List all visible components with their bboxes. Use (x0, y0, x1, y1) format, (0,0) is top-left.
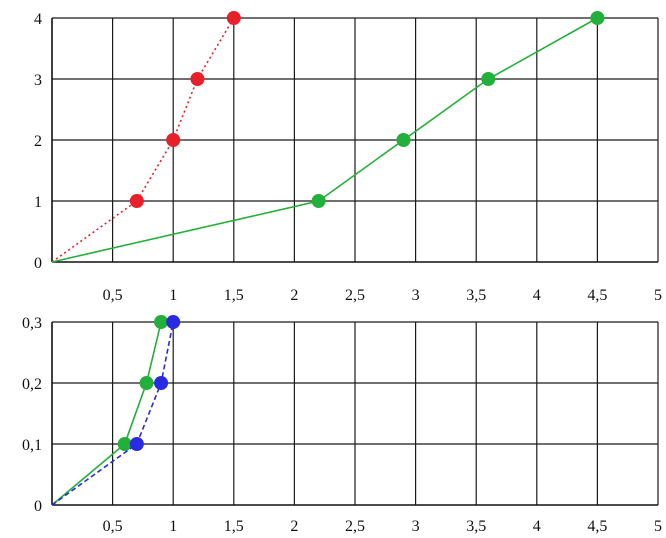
data-point (129, 194, 144, 208)
x-tick-label: 4,5 (587, 518, 607, 535)
y-tick-label: 2 (34, 133, 42, 150)
x-tick-label: 0,5 (103, 518, 123, 535)
x-tick-label: 4 (533, 518, 541, 535)
x-tick-label: 3 (412, 518, 420, 535)
y-tick-label: 4 (34, 11, 42, 28)
y-tick-label: 3 (34, 72, 42, 89)
upper-chart: 0,5 1 1,5 2 2,5 3 3,5 4 4,5 5 0 1 2 3 4 (34, 11, 662, 304)
series-line-2 (51, 321, 174, 506)
data-point (166, 133, 181, 147)
series-line-1 (51, 321, 162, 506)
x-tick-label: 2 (290, 287, 298, 304)
x-tick-label: 2,5 (345, 287, 365, 304)
data-point (396, 133, 411, 147)
data-point (190, 72, 205, 86)
y-tick-label: 1 (34, 194, 42, 211)
data-point (154, 315, 169, 329)
data-point (226, 11, 241, 25)
x-tick-label: 1,5 (224, 287, 244, 304)
x-tick-label: 0,5 (103, 287, 123, 304)
x-tick-label: 3 (412, 287, 420, 304)
x-tick-label: 5 (654, 287, 662, 304)
data-point (311, 194, 326, 208)
y-tick-label: 0 (34, 498, 42, 515)
lower-chart: 0,5 1 1,5 2 2,5 3 3,5 4 4,5 5 0 0,1 0,2 0,3 (22, 315, 662, 535)
data-point (139, 376, 154, 390)
y-tick-label: 0,3 (22, 315, 42, 332)
x-tick-label: 2,5 (345, 518, 365, 535)
x-tick-label: 1 (169, 287, 177, 304)
data-point (129, 437, 144, 451)
x-tick-label: 5 (654, 518, 662, 535)
data-point (166, 315, 181, 329)
data-point (481, 72, 496, 86)
data-point (590, 11, 605, 25)
y-tick-label: 0 (34, 255, 42, 272)
data-point (154, 376, 169, 390)
y-tick-label: 0,1 (22, 437, 42, 454)
x-tick-label: 4,5 (587, 287, 607, 304)
x-tick-label: 3,5 (466, 287, 486, 304)
y-tick-label: 0,2 (22, 376, 42, 393)
data-point (117, 437, 132, 451)
x-tick-label: 3,5 (466, 518, 486, 535)
x-tick-label: 1 (169, 518, 177, 535)
x-tick-label: 4 (533, 287, 541, 304)
x-tick-label: 2 (290, 518, 298, 535)
x-tick-label: 1,5 (224, 518, 244, 535)
